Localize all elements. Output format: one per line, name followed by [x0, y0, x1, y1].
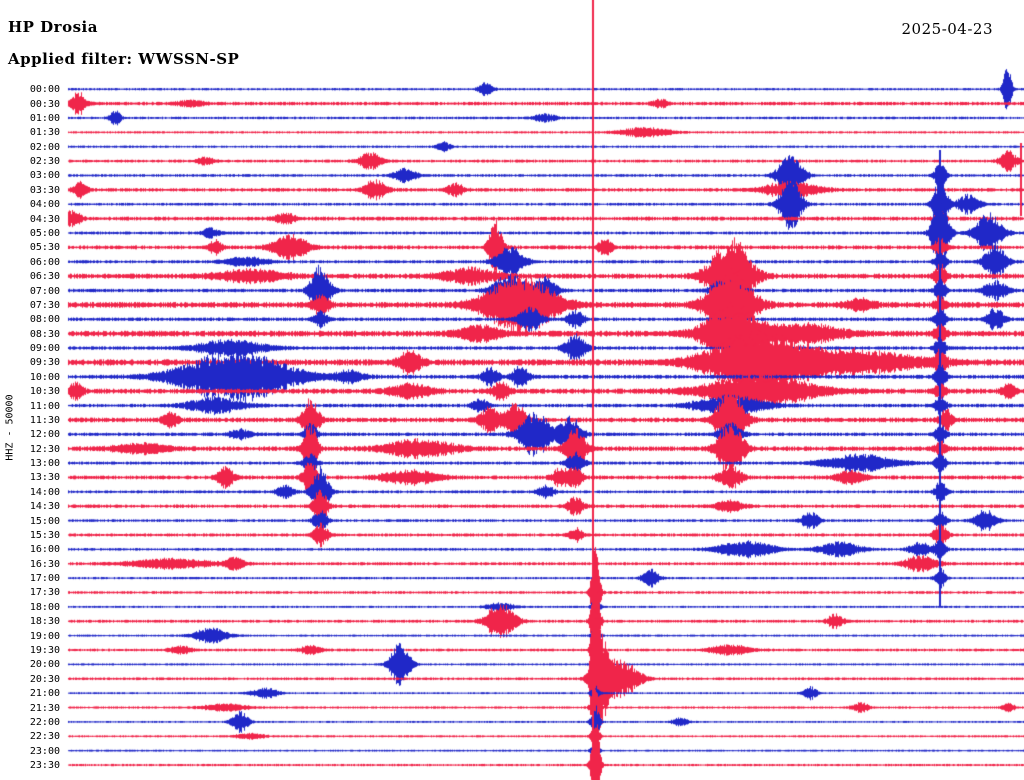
- time-label: 18:30: [29, 616, 60, 627]
- time-label: 06:00: [29, 257, 60, 268]
- time-label: 23:00: [29, 746, 60, 757]
- time-label: 10:00: [29, 372, 60, 383]
- time-label: 02:30: [29, 156, 60, 167]
- date-label: 2025-04-23: [901, 20, 993, 38]
- time-label: 12:30: [29, 444, 60, 455]
- time-label: 19:30: [29, 645, 60, 656]
- time-label: 12:00: [29, 429, 60, 440]
- time-label: 07:30: [29, 300, 60, 311]
- time-label: 16:00: [29, 544, 60, 555]
- time-label: 06:30: [29, 271, 60, 282]
- time-label: 02:00: [29, 142, 60, 153]
- time-label: 23:30: [29, 760, 60, 771]
- time-label: 13:00: [29, 458, 60, 469]
- time-label: 14:00: [29, 487, 60, 498]
- time-label: 15:00: [29, 516, 60, 527]
- time-label: 21:30: [29, 703, 60, 714]
- time-label: 09:30: [29, 357, 60, 368]
- time-label: 05:30: [29, 242, 60, 253]
- time-label: 03:00: [29, 170, 60, 181]
- time-label: 15:30: [29, 530, 60, 541]
- time-label: 16:30: [29, 559, 60, 570]
- station-title: HP Drosia: [8, 18, 98, 36]
- time-label: 11:00: [29, 401, 60, 412]
- time-label: 00:30: [29, 99, 60, 110]
- time-label: 01:00: [29, 113, 60, 124]
- time-label: 14:30: [29, 501, 60, 512]
- time-label: 07:00: [29, 286, 60, 297]
- time-axis: 00:00 00:30 01:00 01:30 02:00 02:30 03:00 03:30…: [0, 0, 62, 780]
- time-label: 20:30: [29, 674, 60, 685]
- time-label: 18:00: [29, 602, 60, 613]
- time-label: 13:30: [29, 472, 60, 483]
- filter-label: Applied filter: WWSSN-SP: [8, 50, 240, 68]
- time-label: 20:00: [29, 659, 60, 670]
- time-label: 04:00: [29, 199, 60, 210]
- time-label: 01:30: [29, 127, 60, 138]
- time-label: 21:00: [29, 688, 60, 699]
- time-label: 11:30: [29, 415, 60, 426]
- time-label: 10:30: [29, 386, 60, 397]
- time-label: 05:00: [29, 228, 60, 239]
- time-label: 03:30: [29, 185, 60, 196]
- time-label: 22:00: [29, 717, 60, 728]
- time-label: 09:00: [29, 343, 60, 354]
- time-label: 04:30: [29, 214, 60, 225]
- time-label: 17:00: [29, 573, 60, 584]
- time-label: 19:00: [29, 631, 60, 642]
- time-label: 17:30: [29, 587, 60, 598]
- time-label: 00:00: [29, 84, 60, 95]
- time-label: 08:30: [29, 329, 60, 340]
- time-label: 08:00: [29, 314, 60, 325]
- time-label: 22:30: [29, 731, 60, 742]
